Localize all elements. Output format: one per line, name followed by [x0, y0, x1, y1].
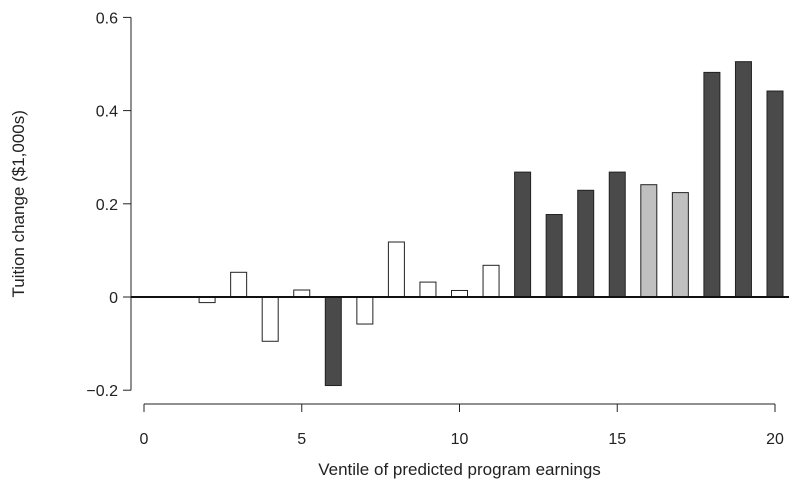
y-tick-label: 0.4: [96, 104, 118, 121]
bar: [261, 296, 279, 342]
x-axis: 0 5 10 15 20: [140, 403, 784, 448]
bar: [230, 271, 248, 298]
x-tick-label: 10: [451, 431, 469, 448]
bar: [671, 192, 689, 298]
x-tick-label: 5: [297, 431, 306, 448]
x-tick-label: 20: [766, 431, 784, 448]
y-axis: −0.2 0 0.2 0.4 0.6: [86, 10, 132, 400]
bar: [419, 281, 437, 298]
x-axis-label: Ventile of predicted program earnings: [318, 460, 601, 479]
bar: [545, 214, 563, 298]
y-tick-label: 0: [109, 290, 118, 307]
y-axis-label: Tuition change ($1,000s): [9, 110, 28, 297]
x-tick-label: 0: [140, 431, 149, 448]
y-tick-label: 0.2: [96, 197, 118, 214]
bar: [608, 171, 626, 298]
y-tick-label: −0.2: [86, 383, 118, 400]
bar: [577, 189, 595, 298]
x-ticks: 0 5 10 15 20: [140, 404, 784, 448]
bar: [703, 71, 721, 298]
x-tick-label: 15: [608, 431, 626, 448]
bar: [293, 289, 311, 298]
y-ticks: −0.2 0 0.2 0.4 0.6: [86, 10, 131, 400]
bar: [640, 184, 658, 298]
bars: [198, 61, 784, 387]
bar: [766, 90, 784, 298]
bar: [387, 241, 405, 298]
bar: [324, 296, 342, 387]
y-tick-label: 0.6: [96, 10, 118, 27]
bar: [356, 296, 374, 325]
bar: [734, 61, 752, 298]
bar: [514, 171, 532, 298]
bar: [482, 264, 500, 298]
